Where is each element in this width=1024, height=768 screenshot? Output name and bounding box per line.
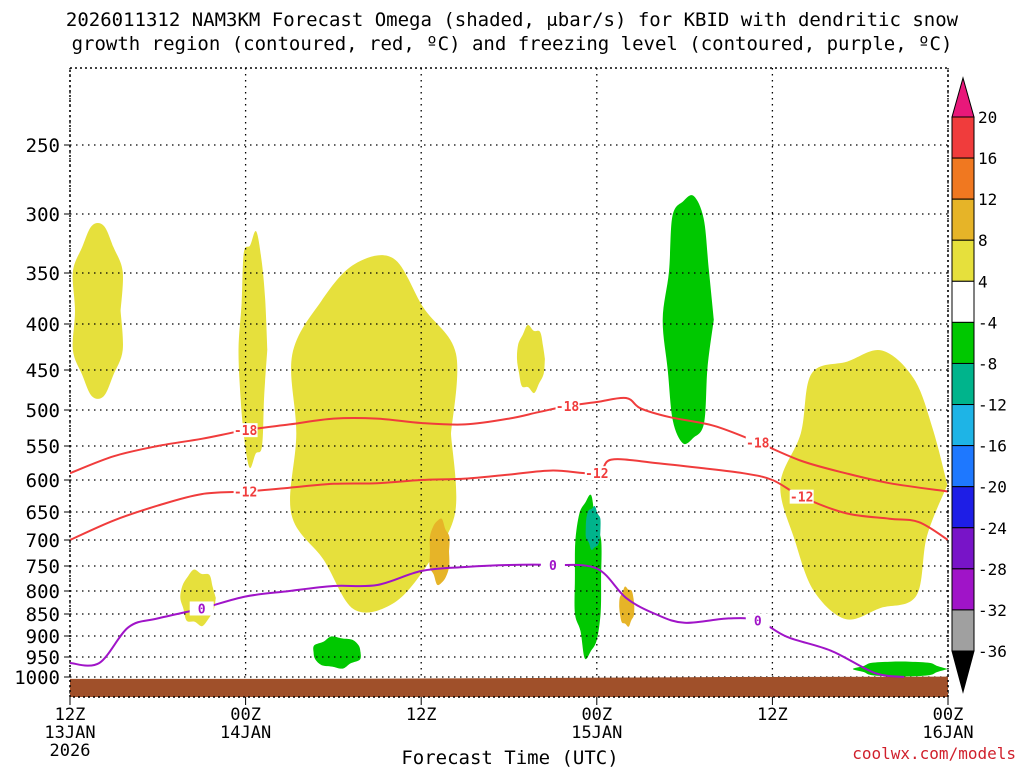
colorbar-label: 4 bbox=[978, 272, 988, 291]
colorbar: 20 16 12 8 4 -4 -8 -12 -16 -20 -24 -28 -32 -36 bbox=[951, 76, 1007, 694]
y-tick-label: 550 bbox=[26, 436, 60, 458]
y-axis: 2503003504004505005506006507007508008509… bbox=[14, 135, 70, 689]
contour-label: 0 bbox=[549, 559, 557, 574]
terrain bbox=[70, 676, 948, 697]
colorbar-label: -16 bbox=[978, 437, 1007, 456]
y-tick-label: 650 bbox=[26, 502, 60, 524]
colorbar-label: -20 bbox=[978, 478, 1007, 497]
y-tick-label: 350 bbox=[26, 263, 60, 285]
y-tick-label: 900 bbox=[26, 626, 60, 648]
y-tick-label: 500 bbox=[26, 400, 60, 422]
colorbar-segment bbox=[951, 362, 975, 406]
colorbar-label: -28 bbox=[978, 560, 1007, 579]
y-tick-label: 250 bbox=[26, 135, 60, 157]
colorbar-segment bbox=[951, 486, 975, 529]
contour-label-bg bbox=[584, 466, 609, 481]
x-tick-label: 13JAN bbox=[44, 723, 95, 743]
contour-label: -12 bbox=[585, 467, 608, 482]
colorbar-segment bbox=[951, 568, 975, 611]
omega-shading bbox=[72, 195, 948, 677]
y-tick-label: 400 bbox=[26, 314, 60, 336]
x-tick-label: 00Z bbox=[933, 705, 964, 725]
omega-region bbox=[780, 349, 948, 620]
y-tick-label: 950 bbox=[26, 647, 60, 669]
colorbar-label: -32 bbox=[978, 601, 1007, 620]
colorbar-label: -8 bbox=[978, 354, 997, 373]
colorbar-segment bbox=[951, 239, 975, 282]
omega-region bbox=[290, 255, 458, 613]
colorbar-segment bbox=[951, 404, 975, 447]
contour-label: -12 bbox=[234, 486, 257, 501]
omega-region bbox=[313, 636, 361, 669]
y-tick-label: 450 bbox=[26, 360, 60, 382]
plot-background bbox=[70, 68, 948, 697]
colorbar-top-arrow bbox=[951, 76, 975, 118]
colorbar-segment bbox=[951, 445, 975, 488]
colorbar-label: -24 bbox=[978, 519, 1007, 538]
x-tick-label: 12Z bbox=[406, 705, 437, 725]
y-tick-label: 600 bbox=[26, 470, 60, 492]
y-tick-label: 700 bbox=[26, 530, 60, 552]
colorbar-segment bbox=[951, 527, 975, 570]
colorbar-label: 12 bbox=[978, 190, 997, 209]
contour-line bbox=[70, 396, 948, 493]
colorbar-bottom-arrow bbox=[951, 650, 975, 694]
contours: -18 -18 -18 -12 -12 -12 0 0 0 bbox=[70, 396, 948, 678]
contour-label: -18 bbox=[234, 424, 258, 439]
x-tick-label: 2026 bbox=[50, 741, 91, 761]
colorbar-segment bbox=[951, 157, 975, 200]
omega-region bbox=[585, 506, 601, 550]
x-tick-label: 12Z bbox=[55, 705, 86, 725]
colorbar-segment bbox=[951, 198, 975, 241]
colorbar-segment bbox=[951, 116, 975, 159]
contour-label-bg bbox=[189, 601, 214, 616]
colorbar-label: 20 bbox=[978, 108, 997, 127]
omega-region bbox=[72, 223, 123, 399]
chart-title-line1: 2026011312 NAM3KM Forecast Omega (shaded… bbox=[65, 9, 959, 31]
credit-link[interactable]: coolwx.com/models bbox=[852, 744, 1016, 763]
colorbar-label: -36 bbox=[978, 642, 1007, 661]
contour-label: 0 bbox=[198, 602, 206, 617]
contour-label: -18 bbox=[556, 400, 580, 415]
x-tick-label: 14JAN bbox=[220, 723, 271, 743]
x-tick-label: 00Z bbox=[230, 705, 261, 725]
y-tick-label: 750 bbox=[26, 556, 60, 578]
colorbar-label: -4 bbox=[978, 313, 997, 332]
colorbar-segment bbox=[951, 321, 975, 364]
contour-label: 0 bbox=[754, 615, 762, 630]
contour-label: -12 bbox=[790, 491, 813, 506]
colorbar-segment bbox=[951, 609, 975, 652]
y-tick-label: 850 bbox=[26, 604, 60, 626]
contour-label: -18 bbox=[746, 436, 770, 451]
contour-label-bg bbox=[555, 399, 580, 413]
x-tick-label: 12Z bbox=[757, 705, 788, 725]
omega-region bbox=[619, 586, 635, 627]
plot-frame bbox=[69, 67, 949, 698]
colorbar-label: 16 bbox=[978, 149, 997, 168]
x-axis-label: Forecast Time (UTC) bbox=[401, 747, 618, 768]
contour-label-bg bbox=[233, 484, 258, 499]
x-tick-label: 16JAN bbox=[922, 723, 973, 743]
x-tick-label: 00Z bbox=[581, 705, 612, 725]
contour-label-bg bbox=[745, 613, 770, 628]
colorbar-segment bbox=[951, 280, 975, 323]
y-tick-label: 800 bbox=[26, 581, 60, 603]
contour-label-bg bbox=[745, 435, 770, 450]
y-tick-label: 1000 bbox=[14, 667, 60, 689]
y-tick-label: 300 bbox=[26, 204, 60, 226]
contour-label-bg bbox=[540, 557, 565, 572]
contour-label-bg bbox=[233, 423, 258, 438]
colorbar-label: 8 bbox=[978, 231, 988, 250]
contour-label-bg bbox=[789, 489, 814, 504]
chart-title-line2: growth region (contoured, red, ºC) and f… bbox=[71, 33, 953, 55]
omega-region bbox=[516, 324, 545, 394]
omega-region bbox=[662, 195, 714, 445]
x-tick-label: 15JAN bbox=[571, 723, 622, 743]
colorbar-label: -12 bbox=[978, 396, 1007, 415]
terrain-fill bbox=[70, 676, 948, 697]
